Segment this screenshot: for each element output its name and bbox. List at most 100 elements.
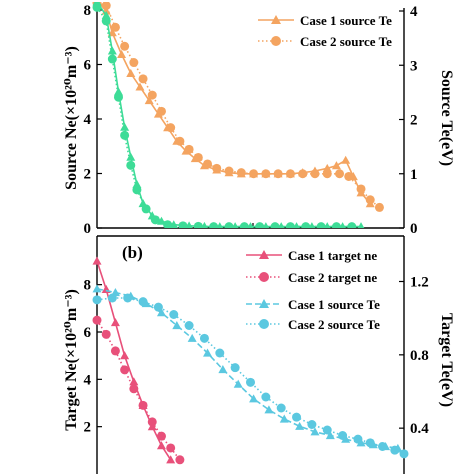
- legend-marker: [259, 319, 269, 329]
- data-point: [169, 310, 179, 319]
- legend-label: Case 2 source Te: [300, 34, 392, 49]
- series-line: [96, 297, 405, 455]
- left-tick-label: 2: [84, 420, 92, 436]
- data-point: [184, 144, 194, 154]
- data-point: [199, 333, 209, 343]
- data-point: [344, 171, 354, 181]
- data-point: [92, 2, 102, 12]
- right-tick-label: 4: [410, 4, 418, 20]
- left-tick-label: 6: [84, 325, 92, 341]
- right-tick-label: 0.8: [410, 348, 429, 364]
- data-point: [166, 123, 176, 133]
- data-point: [322, 169, 332, 179]
- legend-label: Case 1 target ne: [288, 248, 377, 263]
- data-point: [295, 421, 305, 430]
- data-point: [230, 363, 240, 373]
- left-tick-label: 4: [84, 112, 92, 128]
- legend-marker: [271, 15, 281, 24]
- data-point: [135, 82, 145, 91]
- legend-marker: [259, 299, 269, 308]
- right-axis-label: Target Te(eV): [438, 313, 455, 407]
- panel-label: (b): [122, 243, 143, 262]
- data-point: [147, 417, 157, 427]
- series-line: [96, 288, 399, 450]
- data-point: [138, 74, 148, 84]
- data-point: [339, 222, 346, 228]
- data-point: [365, 195, 375, 205]
- series-line: [96, 2, 380, 209]
- legend-label: Case 1 source Te: [288, 297, 380, 312]
- data-point: [212, 163, 222, 173]
- data-point: [249, 394, 259, 403]
- data-point: [172, 321, 182, 330]
- data-point: [120, 122, 130, 131]
- data-point: [307, 420, 317, 429]
- series-line: [96, 319, 181, 461]
- data-point: [175, 136, 185, 146]
- data-point: [325, 431, 335, 440]
- data-point: [110, 22, 120, 32]
- legend-marker: [259, 250, 269, 259]
- data-point: [322, 425, 332, 435]
- data-point: [255, 222, 265, 228]
- data-point: [107, 46, 117, 55]
- data-point: [150, 215, 160, 225]
- data-point: [101, 2, 111, 11]
- data-point: [123, 293, 133, 303]
- data-point: [378, 442, 388, 451]
- data-point: [374, 202, 384, 212]
- data-layer: [92, 256, 409, 465]
- data-point: [246, 377, 255, 387]
- data-point: [129, 384, 139, 394]
- data-point: [239, 222, 249, 228]
- left-tick-label: 8: [84, 278, 92, 294]
- data-point: [224, 222, 234, 228]
- data-point: [138, 400, 148, 410]
- data-point: [166, 443, 176, 453]
- right-tick-label: 3: [410, 58, 418, 74]
- data-point: [120, 130, 130, 140]
- data-point: [113, 92, 123, 102]
- data-point: [310, 169, 320, 179]
- left-tick-label: 8: [84, 3, 92, 19]
- data-point: [298, 169, 308, 179]
- data-point: [147, 90, 157, 100]
- left-axis-label: Target Ne(×10²⁰m⁻³): [63, 289, 80, 431]
- data-point: [92, 284, 102, 293]
- data-point: [279, 414, 289, 423]
- data-point: [184, 321, 194, 330]
- left-tick-label: 4: [84, 372, 92, 388]
- data-point: [92, 315, 102, 325]
- right-tick-label: 0: [410, 221, 418, 237]
- data-point: [261, 169, 271, 179]
- data-point: [399, 449, 409, 459]
- data-point: [153, 302, 163, 312]
- data-point: [209, 222, 219, 228]
- data-point: [144, 96, 154, 105]
- data-point: [129, 58, 139, 68]
- data-point: [92, 295, 102, 305]
- data-point: [270, 222, 280, 228]
- legend-marker: [271, 36, 281, 46]
- data-point: [101, 329, 111, 339]
- data-point: [203, 348, 213, 357]
- data-point: [236, 168, 246, 178]
- data-point: [308, 222, 316, 228]
- data-point: [101, 16, 111, 26]
- data-point: [110, 318, 120, 327]
- data-point: [365, 438, 375, 448]
- data-point: [347, 222, 357, 228]
- data-point: [261, 392, 271, 402]
- data-layer: [92, 2, 384, 228]
- data-point: [233, 379, 243, 388]
- data-point: [120, 365, 130, 375]
- legend-marker: [259, 272, 269, 282]
- data-point: [193, 221, 203, 228]
- data-point: [166, 455, 176, 464]
- left-tick-label: 0: [84, 221, 92, 237]
- legend-label: Case 1 source Te: [300, 13, 392, 28]
- data-point: [138, 297, 148, 307]
- data-point: [390, 445, 400, 455]
- data-point: [156, 431, 166, 441]
